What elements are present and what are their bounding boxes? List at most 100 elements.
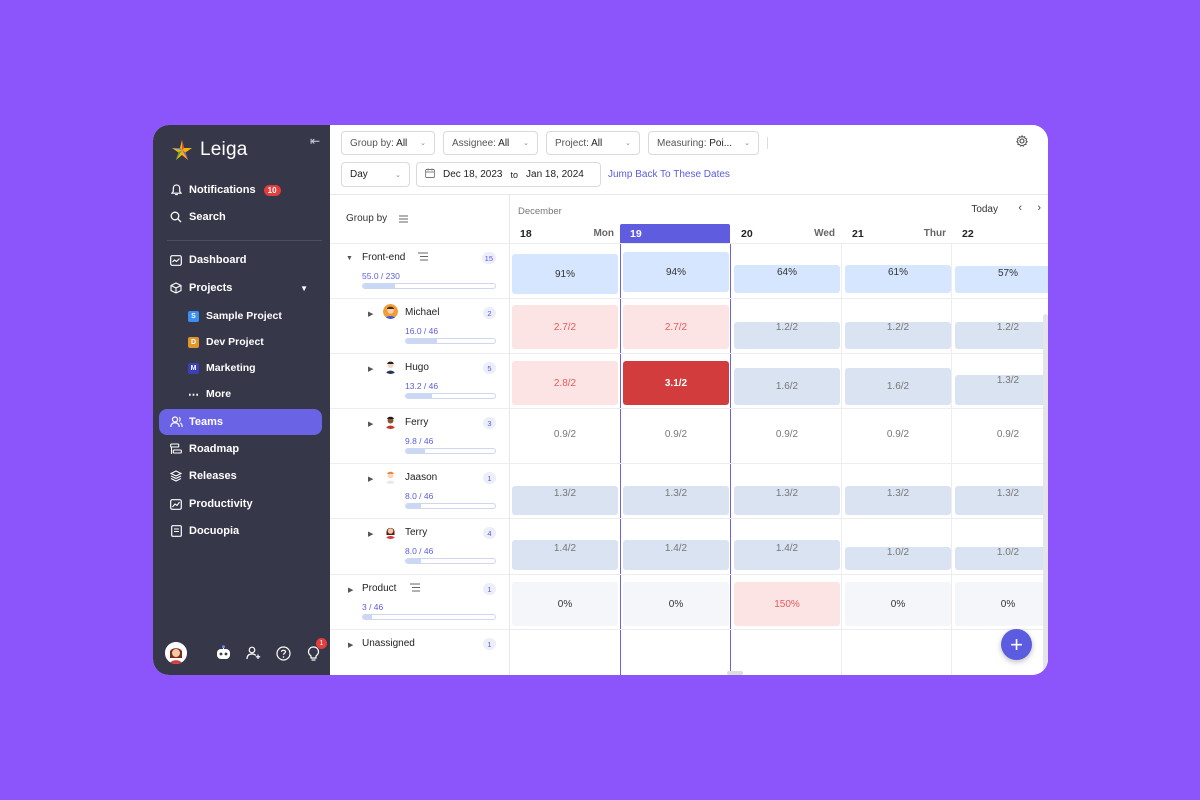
sidebar-item-docuopia[interactable]: Docuopia — [159, 518, 322, 544]
horizontal-scroll-handle[interactable] — [727, 671, 743, 675]
workload-cell[interactable]: 0.9/2 — [623, 429, 729, 460]
workload-cell[interactable]: 57% — [955, 266, 1048, 293]
workload-cell[interactable]: 64% — [734, 265, 840, 293]
avatar — [383, 524, 398, 539]
load-progress-fill — [406, 394, 432, 398]
member-row-hugo[interactable]: ▶ Hugo 5 13.2 / 46 — [330, 353, 510, 408]
sidebar-item-dashboard[interactable]: Dashboard — [159, 247, 322, 273]
sidebar-item-projects[interactable]: Projects ▼ — [159, 275, 322, 301]
workload-cell[interactable]: 1.3/2 — [734, 486, 840, 515]
add-user-icon[interactable] — [243, 643, 263, 663]
sidebar-project-more[interactable]: ⋯ More — [188, 383, 231, 405]
day-number: 22 — [962, 227, 974, 240]
list-icon[interactable] — [418, 252, 428, 261]
grid-line — [510, 629, 1048, 630]
team-row-front-end[interactable]: ▼ Front-end 15 55.0 / 230 — [330, 243, 510, 298]
workload-cell[interactable]: 0.9/2 — [845, 429, 951, 460]
logo[interactable]: Leiga — [171, 139, 248, 161]
day-number: 19 — [630, 227, 642, 240]
member-row-ferry[interactable]: ▶ Ferry 3 9.8 / 46 — [330, 408, 510, 463]
assignee-filter[interactable]: Assignee: All ⌄ — [443, 131, 538, 155]
expand-right-icon[interactable]: ▶ — [368, 531, 374, 538]
workload-cell[interactable]: 0% — [512, 582, 618, 626]
expand-right-icon[interactable]: ▶ — [368, 366, 374, 373]
workload-cell[interactable]: 1.3/2 — [623, 486, 729, 515]
sidebar-project-marketing[interactable]: M Marketing — [188, 357, 256, 379]
workload-cell[interactable]: 1.3/2 — [845, 486, 951, 515]
workload-cell[interactable]: 91% — [512, 254, 618, 294]
sidebar-item-productivity[interactable]: Productivity — [159, 491, 322, 517]
team-row-product[interactable]: ▶ Product 1 3 / 46 — [330, 574, 510, 629]
grid-line — [510, 463, 1048, 464]
expand-right-icon[interactable]: ▶ — [368, 311, 374, 318]
workload-cell[interactable]: 1.0/2 — [845, 547, 951, 570]
count-badge: 2 — [483, 307, 496, 319]
sidebar-item-teams[interactable]: Teams — [159, 409, 322, 435]
group-by-filter[interactable]: Group by: All ⌄ — [341, 131, 435, 155]
vertical-scrollbar[interactable] — [1043, 314, 1048, 674]
workload-cell[interactable]: 1.4/2 — [734, 540, 840, 570]
sidebar-item-search[interactable]: Search — [159, 204, 322, 230]
sidebar-item-notifications[interactable]: Notifications 10 — [159, 177, 322, 203]
workload-cell[interactable]: 1.2/2 — [734, 322, 840, 349]
user-avatar[interactable] — [165, 642, 187, 664]
sidebar-item-releases[interactable]: Releases — [159, 463, 322, 489]
measuring-filter[interactable]: Measuring: Poi... ⌄ — [648, 131, 759, 155]
workload-cell[interactable]: 0% — [845, 582, 951, 626]
today-button[interactable]: Today — [971, 204, 998, 215]
expand-right-icon[interactable]: ▶ — [368, 476, 374, 483]
gear-icon[interactable] — [1016, 134, 1028, 152]
workload-cell[interactable]: 1.3/2 — [955, 375, 1048, 405]
workload-cell[interactable]: 0.9/2 — [512, 429, 618, 460]
expand-right-icon[interactable]: ▶ — [348, 587, 354, 594]
workload-cell[interactable]: 2.8/2 — [512, 361, 618, 405]
project-filter[interactable]: Project: All ⌄ — [546, 131, 640, 155]
chevron-right-icon[interactable]: › — [1037, 202, 1041, 214]
workload-cell[interactable]: 0% — [623, 582, 729, 626]
workload-cell[interactable]: 1.0/2 — [955, 547, 1048, 570]
workload-cell[interactable]: 1.6/2 — [734, 368, 840, 405]
sidebar: Leiga ⇤ Notifications 10 Search Dashboar… — [153, 125, 330, 675]
sidebar-project-sample[interactable]: S Sample Project — [188, 305, 282, 327]
workload-cell[interactable]: 1.6/2 — [845, 368, 951, 405]
workload-cell[interactable]: 94% — [623, 252, 729, 292]
load-progress-bar — [405, 448, 496, 454]
sidebar-project-dev[interactable]: D Dev Project — [188, 331, 264, 353]
workload-cell[interactable]: 1.3/2 — [512, 486, 618, 515]
chevron-down-icon[interactable]: ▼ — [300, 283, 308, 293]
help-icon[interactable] — [273, 643, 293, 663]
workload-cell[interactable]: 150% — [734, 582, 840, 626]
workload-cell[interactable]: 2.7/2 — [512, 305, 618, 349]
chevron-left-icon[interactable]: ‹ — [1018, 202, 1022, 214]
workload-cell[interactable]: 2.7/2 — [623, 305, 729, 349]
team-row-unassigned[interactable]: ▶ Unassigned 1 — [330, 629, 510, 675]
workload-cell[interactable]: 0.9/2 — [955, 429, 1048, 460]
workload-cell[interactable]: 61% — [845, 265, 951, 293]
today-line-right — [730, 244, 731, 675]
jump-back-link[interactable]: Jump Back To These Dates — [608, 169, 730, 180]
workload-cell[interactable]: 1.3/2 — [955, 486, 1048, 515]
ai-bot-icon[interactable] — [213, 643, 233, 663]
expand-down-icon[interactable]: ▼ — [346, 255, 353, 262]
date-range-picker[interactable]: Dec 18, 2023 to Jan 18, 2024 — [416, 162, 601, 187]
workload-cell-overloaded[interactable]: 3.1/2 — [623, 361, 729, 405]
workload-cell[interactable]: 1.2/2 — [845, 322, 951, 349]
member-row-terry[interactable]: ▶ Terry 4 8.0 / 46 — [330, 518, 510, 573]
workload-cell[interactable]: 1.4/2 — [512, 540, 618, 570]
expand-right-icon[interactable]: ▶ — [348, 642, 354, 649]
collapse-sidebar-icon[interactable]: ⇤ — [309, 134, 320, 148]
member-row-jaason[interactable]: ▶ Jaason 1 8.0 / 46 — [330, 463, 510, 518]
view-select[interactable]: Day ⌄ — [341, 162, 410, 187]
add-button[interactable]: + — [1001, 629, 1032, 660]
lightbulb-icon[interactable]: 1 — [303, 638, 327, 663]
day-header: 18 Mon — [510, 224, 620, 243]
workload-cell[interactable]: 1.4/2 — [623, 540, 729, 570]
workload-cell[interactable]: 0% — [955, 582, 1048, 626]
group-by-header[interactable]: Group by — [346, 213, 409, 224]
sidebar-item-roadmap[interactable]: Roadmap — [159, 436, 322, 462]
workload-cell[interactable]: 0.9/2 — [734, 429, 840, 460]
member-row-michael[interactable]: ▶ Michael 2 16.0 / 46 — [330, 298, 510, 353]
list-icon[interactable] — [410, 583, 420, 592]
expand-right-icon[interactable]: ▶ — [368, 421, 374, 428]
workload-cell[interactable]: 1.2/2 — [955, 322, 1048, 349]
